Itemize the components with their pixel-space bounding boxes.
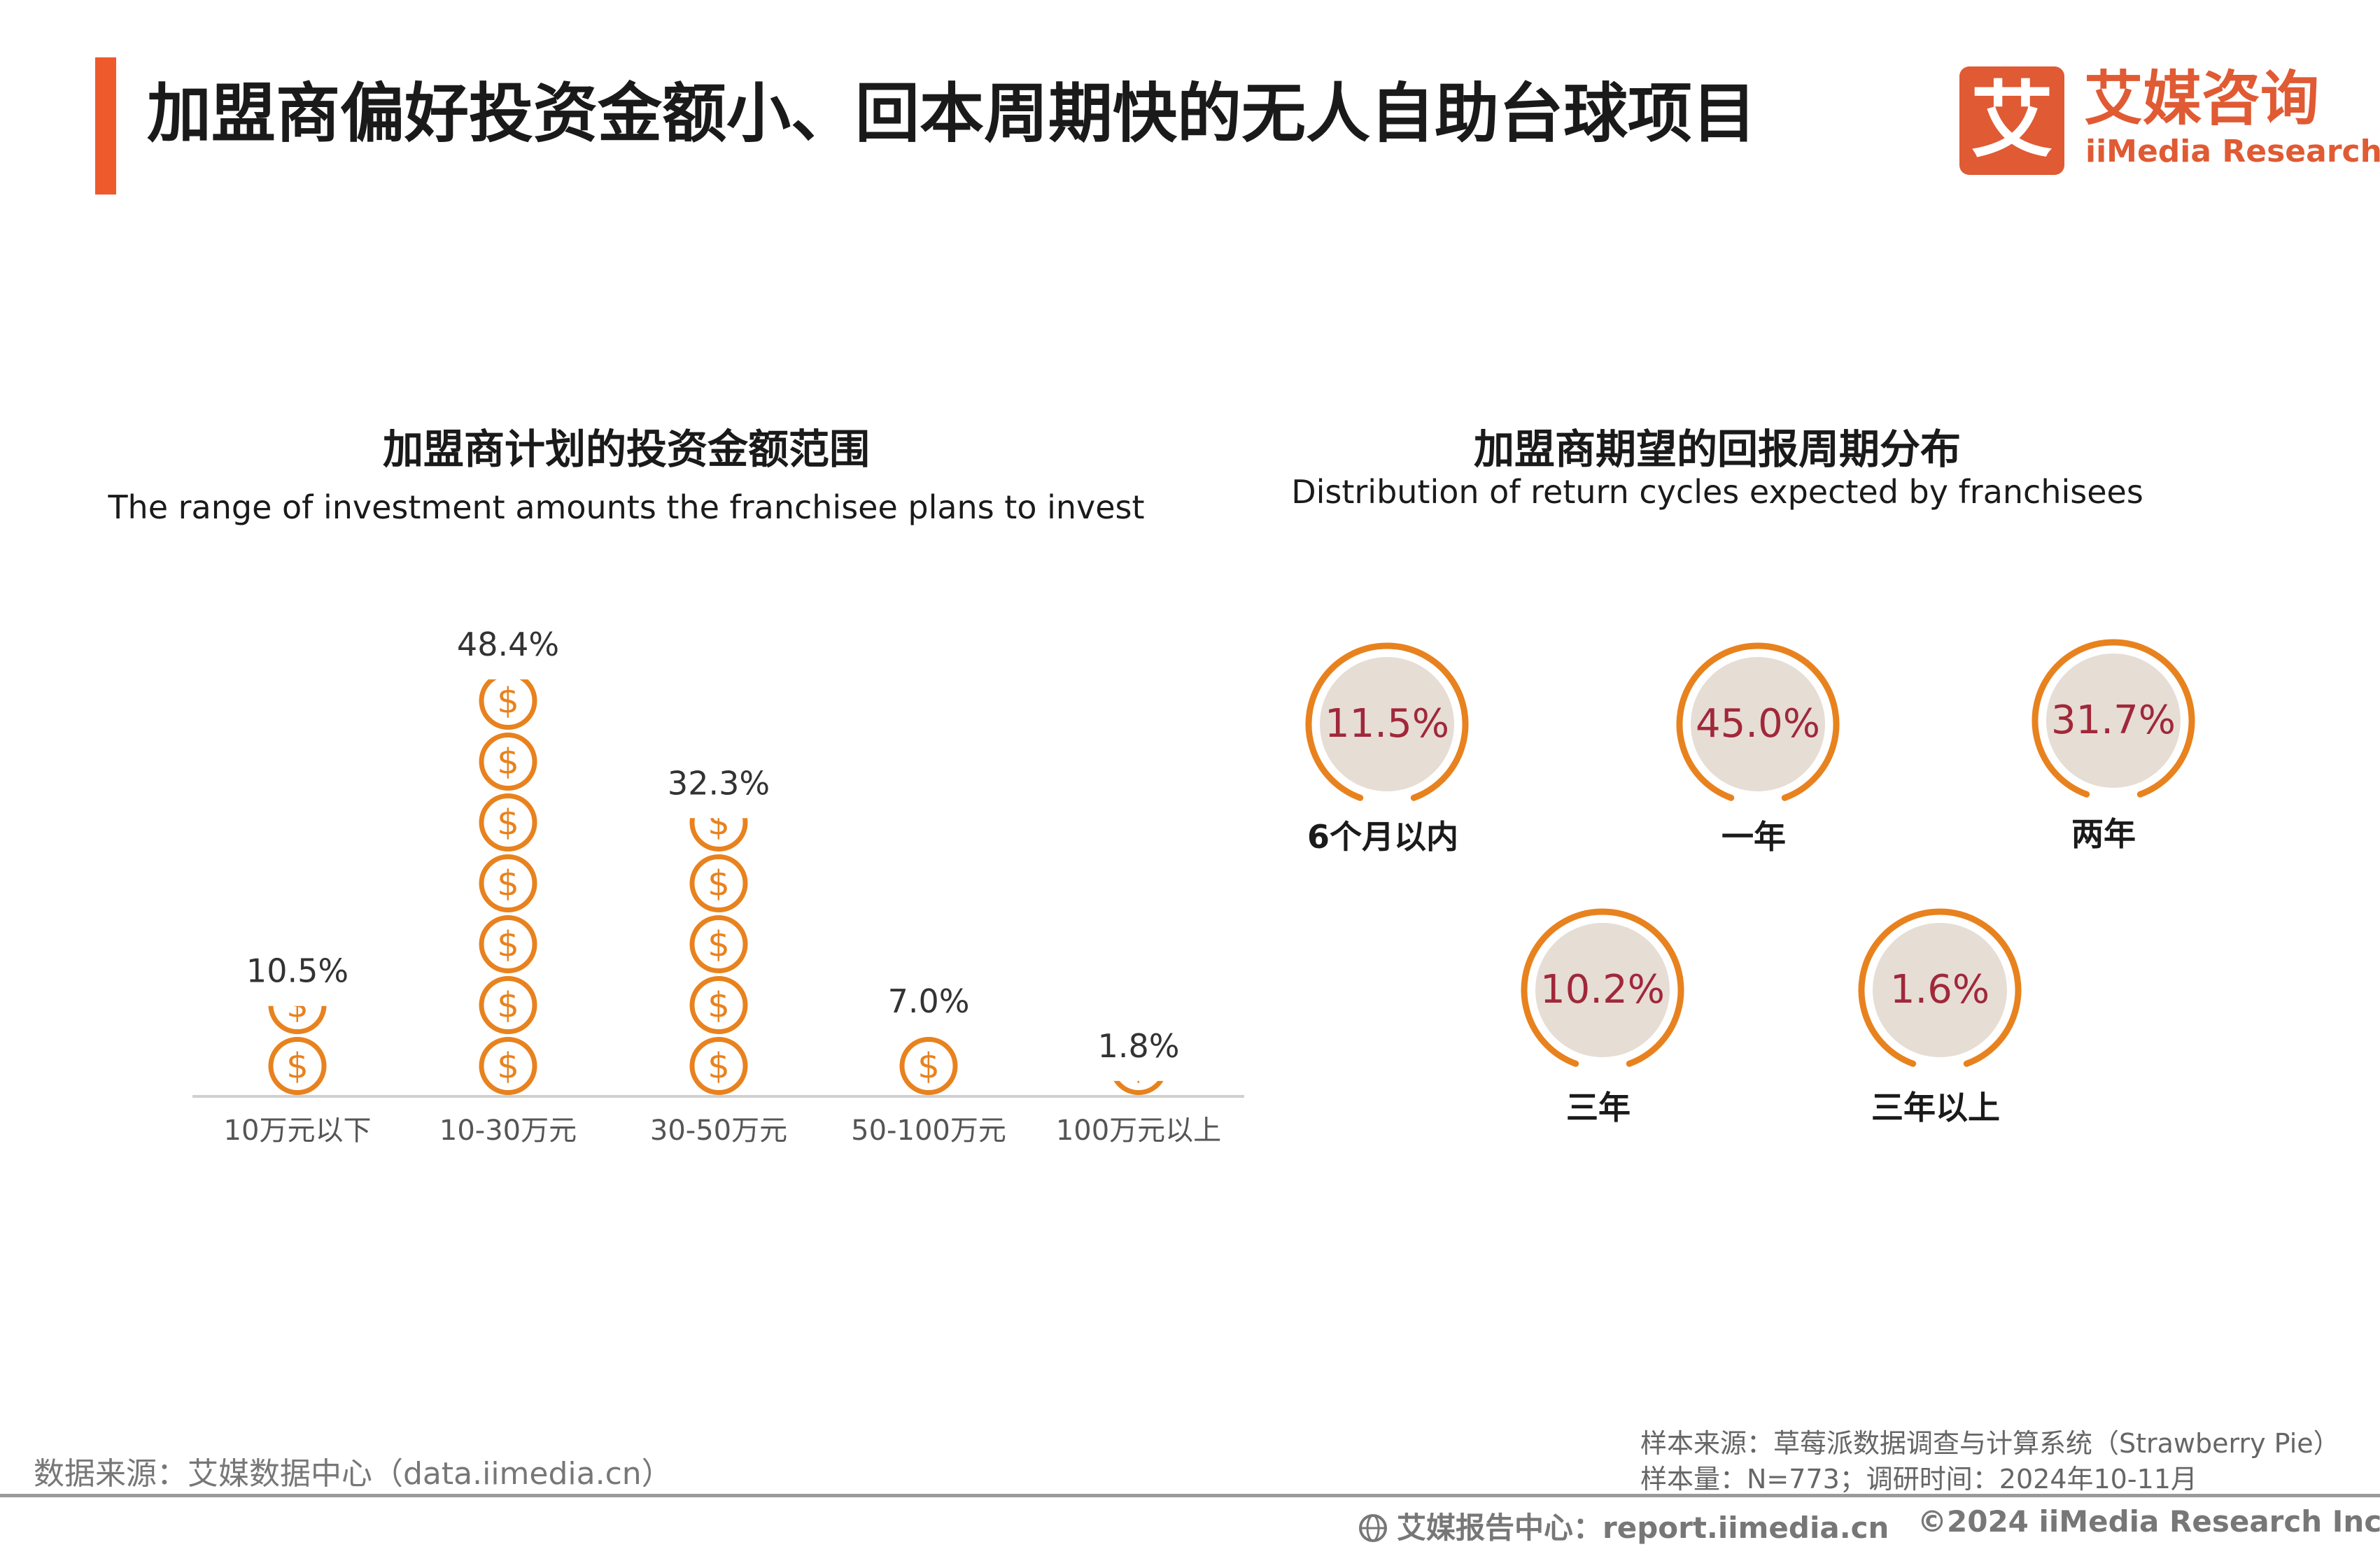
- ring-chart-title: 加盟商期望的回报周期分布: [1473, 425, 1961, 473]
- dollar-sign-icon: $: [497, 1046, 519, 1087]
- copyright: ©2024 iiMedia Research Inc: [1917, 1504, 2380, 1539]
- logo-mark-icon: 艾: [1959, 66, 2064, 175]
- ring-value: 10.2%: [1540, 967, 1665, 1012]
- ring-item: 11.5%: [1296, 633, 1478, 815]
- x-tick-label: 10万元以下: [224, 1115, 372, 1147]
- ring-shape: [1521, 908, 1684, 1067]
- ring-shape: [1676, 642, 1840, 801]
- page-title: 加盟商偏好投资金额小、回本周期快的无人自助台球项目: [147, 76, 1757, 151]
- ring-label: 6个月以内: [1307, 818, 1458, 856]
- globe-icon: [1359, 1514, 1387, 1542]
- ring-item: 45.0%: [1667, 633, 1849, 815]
- ring-value: 31.7%: [2051, 698, 2176, 743]
- bar-coin-stack: $$: [268, 985, 327, 1095]
- coin-icon: [268, 1005, 327, 1034]
- dollar-sign-icon: $: [917, 1046, 940, 1087]
- bar-value-label: 32.3%: [668, 764, 770, 802]
- title-accent-bar: [95, 57, 116, 195]
- coin-icon: [899, 1037, 958, 1095]
- sample-source: 样本来源：草莓派数据调查与计算系统（Strawberry Pie）: [1640, 1428, 2340, 1459]
- ring-inner-disc: [1873, 923, 2007, 1057]
- coin-icon: [689, 854, 748, 912]
- coin-icon: [479, 793, 537, 852]
- coin-icon: [479, 679, 537, 730]
- ring-inner-disc: [2046, 654, 2181, 788]
- sample-size: 样本量：N=773；调研时间：2024年10-11月: [1640, 1464, 2197, 1495]
- bar-coin-stack: $ $ $ $ $ $ $: [479, 679, 537, 1095]
- dollar-sign-icon: $: [497, 681, 519, 721]
- ring-arc: [1676, 642, 1840, 801]
- dollar-sign-icon: $: [707, 803, 730, 843]
- ring-arc: [1305, 642, 1469, 801]
- coin-icon: [479, 854, 537, 912]
- logo-name-en: iiMedia Research: [2085, 134, 2380, 169]
- ring-item: 31.7%: [2022, 630, 2204, 812]
- brand-logo: 艾 艾媒咨询 iiMedia Research: [1959, 64, 2380, 178]
- ring-label: 三年: [1566, 1089, 1631, 1126]
- coin-icon: [479, 915, 537, 973]
- ring-inner-disc: [1691, 657, 1825, 791]
- ring-label: 两年: [2071, 815, 2136, 853]
- coin-icon: [479, 976, 537, 1034]
- coin-icon: [689, 915, 748, 973]
- report-center-text: 艾媒报告中心：report.iimedia.cn: [1397, 1511, 1889, 1545]
- dollar-sign-icon: $: [286, 1046, 309, 1087]
- bar-value-label: 10.5%: [246, 952, 348, 990]
- x-tick-label: 50-100万元: [851, 1115, 1006, 1147]
- ring-item: 10.2%: [1512, 899, 1694, 1081]
- x-tick-label: 100万元以上: [1056, 1115, 1221, 1147]
- data-source: 数据来源：艾媒数据中心（data.iimedia.cn）: [34, 1456, 673, 1492]
- ring-label: 三年以上: [1871, 1089, 2000, 1126]
- dollar-sign-icon: $: [497, 742, 519, 782]
- bar-coin-stack: $: [1113, 1046, 1164, 1095]
- dollar-sign-icon: $: [497, 803, 519, 843]
- bar-chart-subtitle: The range of investment amounts the fran…: [108, 488, 1145, 526]
- x-tick-label: 10-30万元: [439, 1115, 577, 1147]
- coin-icon: [479, 1037, 537, 1095]
- ring-item: 1.6%: [1849, 899, 2031, 1081]
- bar-value-label: 7.0%: [888, 982, 970, 1020]
- dollar-sign-icon: $: [707, 863, 730, 904]
- bar-coin-stack: $: [899, 1037, 958, 1095]
- ring-label: 一年: [1721, 818, 1786, 856]
- ring-value: 45.0%: [1696, 701, 1820, 747]
- ring-value: 1.6%: [1889, 967, 1990, 1012]
- ring-shape: [1305, 642, 1469, 801]
- dollar-sign-icon: $: [497, 924, 519, 965]
- coin-icon: [689, 976, 748, 1034]
- coin-icon: [479, 733, 537, 791]
- ring-inner-disc: [1320, 657, 1454, 791]
- ring-arc: [2032, 639, 2195, 798]
- coin-icon: [689, 818, 748, 852]
- bar-chart-title: 加盟商计划的投资金额范围: [382, 425, 870, 473]
- ring-shape: [2032, 639, 2195, 798]
- dollar-sign-icon: $: [707, 985, 730, 1026]
- ring-shape: [1858, 908, 2022, 1067]
- ring-inner-disc: [1535, 923, 1670, 1057]
- bar-value-label: 48.4%: [457, 626, 559, 663]
- ring-chart-subtitle: Distribution of return cycles expected b…: [1291, 473, 2143, 511]
- bar-coin-stack: $ $ $ $ $: [689, 803, 748, 1095]
- ring-arc: [1521, 908, 1684, 1067]
- ring-value: 11.5%: [1325, 701, 1449, 747]
- dollar-sign-icon: $: [286, 985, 309, 1026]
- dollar-sign-icon: $: [707, 924, 730, 965]
- coin-icon: [1113, 1080, 1164, 1095]
- coin-icon: [268, 1037, 327, 1095]
- ring-arc: [1858, 908, 2022, 1067]
- coin-icon: [689, 1037, 748, 1095]
- bar-value-label: 1.8%: [1098, 1027, 1180, 1065]
- dollar-sign-icon: $: [497, 863, 519, 904]
- dollar-sign-icon: $: [1127, 1046, 1150, 1087]
- x-tick-label: 30-50万元: [650, 1115, 787, 1147]
- footer-divider: [0, 1494, 2380, 1497]
- dollar-sign-icon: $: [707, 1046, 730, 1087]
- report-center[interactable]: 艾媒报告中心：report.iimedia.cn: [1358, 1504, 1889, 1547]
- logo-name-cn: 艾媒咨询: [2084, 64, 2320, 133]
- dollar-sign-icon: $: [497, 985, 519, 1026]
